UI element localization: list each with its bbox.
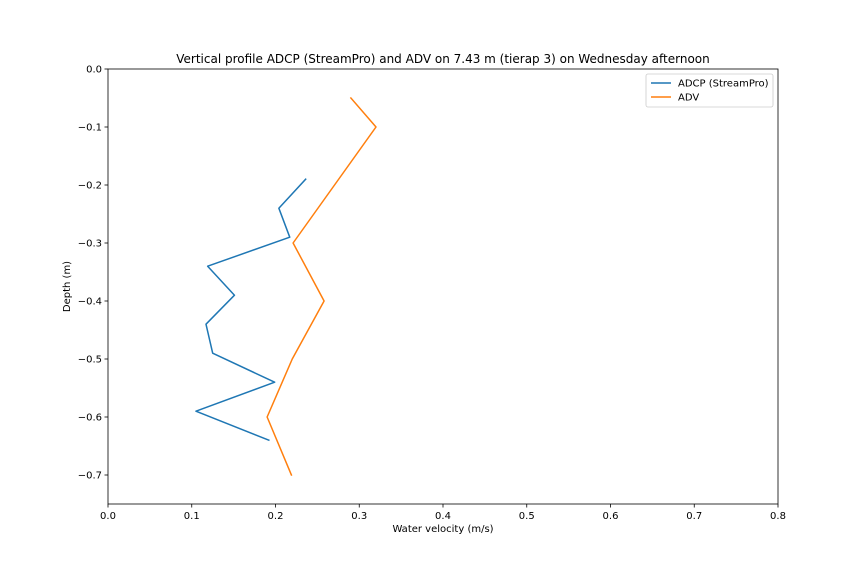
y-tick-label: −0.2 (78, 181, 102, 192)
y-axis-ticks: 0.0 −0.1 −0.2 −0.3 −0.4 −0.5 −0.6 −0.7 (78, 65, 108, 482)
plot-series (195, 96, 377, 476)
chart-title: Vertical profile ADCP (StreamPro) and AD… (176, 52, 710, 66)
x-tick-label: 0.6 (603, 511, 619, 522)
y-tick-label: −0.5 (78, 355, 102, 366)
x-axis-label: Water velocity (m/s) (392, 524, 493, 535)
series-line-adv (266, 96, 377, 476)
y-tick-label: −0.6 (78, 413, 102, 424)
y-tick-label: −0.4 (78, 297, 102, 308)
x-tick-label: 0.1 (184, 511, 200, 522)
y-tick-label: 0.0 (86, 65, 102, 76)
x-tick-label: 0.2 (268, 511, 284, 522)
legend-label: ADCP (StreamPro) (678, 79, 769, 90)
series-line-adcp (195, 178, 307, 442)
x-axis-ticks: 0.0 0.1 0.2 0.3 0.4 0.5 0.6 0.7 0.8 (100, 504, 786, 522)
y-tick-label: −0.3 (78, 239, 102, 250)
y-tick-label: −0.1 (78, 123, 102, 134)
x-tick-label: 0.4 (435, 511, 451, 522)
legend: ADCP (StreamPro) ADV (645, 73, 774, 108)
y-axis-label: Depth (m) (62, 261, 73, 312)
x-tick-label: 0.8 (770, 511, 786, 522)
x-tick-label: 0.0 (100, 511, 116, 522)
y-tick-label: −0.7 (78, 471, 102, 482)
x-tick-label: 0.3 (351, 511, 367, 522)
x-tick-label: 0.7 (686, 511, 702, 522)
x-tick-label: 0.5 (519, 511, 535, 522)
legend-label: ADV (678, 93, 699, 104)
legend-box (645, 73, 774, 108)
